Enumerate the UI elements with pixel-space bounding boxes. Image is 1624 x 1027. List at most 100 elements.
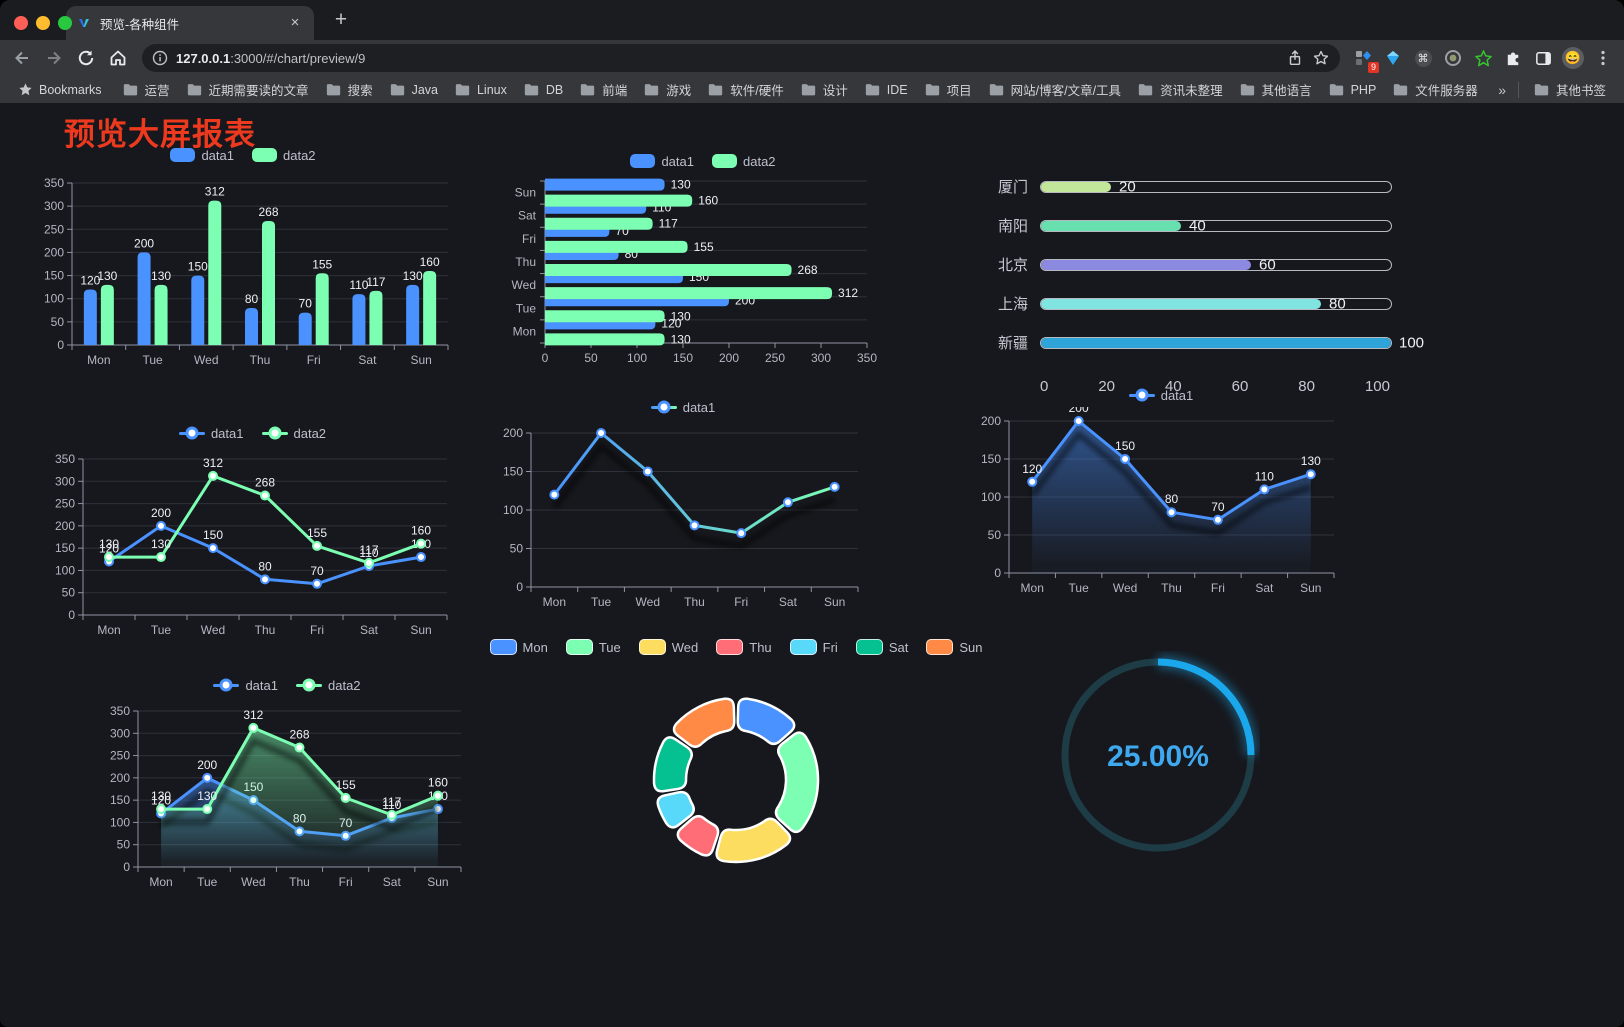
extension-switchy-icon[interactable] [1440, 45, 1466, 71]
extension-gem-icon[interactable] [1380, 45, 1406, 71]
tab-close-button[interactable]: × [290, 14, 300, 31]
bookmark-item[interactable]: PHP [1320, 82, 1385, 97]
legend-item[interactable]: Sun [926, 639, 982, 655]
site-info-icon[interactable] [152, 50, 168, 66]
legend-item[interactable]: data2 [261, 426, 326, 441]
legend-item[interactable]: Sat [855, 639, 908, 655]
url-text[interactable]: 127.0.0.1:3000/#/chart/preview/9 [176, 50, 366, 66]
legend-item[interactable]: data1 [170, 148, 234, 163]
progress-rows: 厦门 20 南阳 40 北京 60 上海 80 新疆 100 0 20 40 60 80 100 [992, 155, 1424, 395]
extension-star-icon[interactable] [1470, 45, 1496, 71]
legend-item[interactable]: data2 [252, 148, 316, 163]
bookmark-item[interactable]: Java [381, 82, 446, 97]
new-tab-button[interactable]: + [334, 8, 348, 31]
bookmark-item[interactable]: 运营 [114, 80, 178, 99]
svg-text:0: 0 [68, 608, 75, 622]
chart-legend: data1 data2 [28, 143, 458, 167]
other-bookmarks-folder[interactable]: 其他书签 [1525, 80, 1614, 99]
bookmark-item[interactable]: Linux [446, 82, 515, 97]
address-bar[interactable]: 127.0.0.1:3000/#/chart/preview/9 [142, 44, 1340, 72]
svg-text:300: 300 [811, 351, 831, 365]
side-panel-button[interactable] [1530, 45, 1556, 71]
bookmark-item[interactable]: 网站/博客/文章/工具 [980, 80, 1129, 99]
progress-track: 100 [1040, 334, 1424, 351]
legend-item[interactable]: data2 [296, 678, 361, 693]
svg-text:155: 155 [694, 240, 714, 254]
legend-item[interactable]: Mon [489, 639, 548, 655]
bookmark-item[interactable]: 前端 [571, 80, 635, 99]
profile-avatar[interactable]: 😄 [1560, 45, 1586, 71]
legend-item[interactable]: Wed [638, 639, 698, 655]
svg-text:Thu: Thu [255, 623, 276, 637]
legend-item[interactable]: data2 [712, 154, 776, 169]
bookmarks-manager[interactable]: Bookmarks [10, 82, 110, 97]
svg-text:Sat: Sat [779, 595, 798, 609]
svg-text:Mon: Mon [1021, 581, 1044, 595]
extension-command-icon[interactable]: ⌘ [1410, 45, 1436, 71]
legend-item[interactable]: Tue [565, 639, 621, 655]
browser-tab[interactable]: 预览-各种组件 × [66, 6, 314, 40]
svg-text:Sun: Sun [410, 623, 431, 637]
forward-button[interactable] [40, 44, 68, 72]
folder-icon [865, 84, 879, 96]
bookmark-item[interactable]: 近期需要读的文章 [178, 80, 317, 99]
legend-item[interactable]: Fri [789, 639, 838, 655]
bookmark-item[interactable]: 项目 [916, 80, 980, 99]
bookmark-list: 运营 近期需要读的文章 搜索 Java Linux DB 前端 游戏 软件/硬件 设计 IDE 项目网… [114, 80, 1489, 99]
folder-icon [1240, 84, 1254, 96]
bookmark-item[interactable]: 文件服务器 [1384, 80, 1486, 99]
svg-text:100: 100 [503, 503, 523, 517]
window-zoom-button[interactable] [58, 16, 72, 30]
bookmark-item[interactable]: 资讯未整理 [1129, 80, 1231, 99]
legend-item[interactable]: data1 [178, 426, 244, 441]
legend-item[interactable]: data1 [630, 154, 694, 169]
bookmark-item[interactable]: 软件/硬件 [699, 80, 791, 99]
window-close-button[interactable] [14, 16, 28, 30]
chart-gauge: 25.00% [1056, 651, 1260, 859]
legend-item[interactable]: data1 [213, 678, 278, 693]
page-title: 预览大屏报表 [64, 117, 256, 152]
svg-text:Tue: Tue [591, 595, 612, 609]
browser-menu-button[interactable] [1590, 45, 1616, 71]
svg-text:130: 130 [151, 269, 171, 283]
tab-favicon [79, 19, 89, 27]
folder-icon [1534, 84, 1549, 96]
svg-text:117: 117 [359, 543, 378, 557]
bookmark-item[interactable]: 搜索 [317, 80, 381, 99]
back-button[interactable] [8, 44, 36, 72]
bookmark-item[interactable]: 设计 [792, 80, 856, 99]
legend-item[interactable]: data1 [650, 400, 715, 415]
reload-button[interactable] [72, 44, 100, 72]
legend-item[interactable]: data1 [1128, 388, 1193, 403]
chart-legend: Mon Tue Wed Thu Fri Sat Sun [489, 635, 982, 659]
svg-text:Wed: Wed [512, 278, 536, 292]
window-minimize-button[interactable] [36, 16, 50, 30]
svg-text:80: 80 [245, 292, 259, 306]
svg-text:250: 250 [110, 749, 130, 763]
bookmark-item[interactable]: 游戏 [635, 80, 699, 99]
other-bookmarks-label: 其他书签 [1555, 84, 1606, 98]
extension-proxy-icon[interactable]: 9 [1350, 45, 1379, 73]
folder-icon [1138, 84, 1153, 96]
bookmark-star-icon[interactable] [1312, 49, 1330, 67]
home-button[interactable] [104, 44, 132, 72]
green-star-icon [1474, 49, 1492, 66]
svg-text:268: 268 [289, 728, 309, 742]
share-icon[interactable] [1286, 49, 1304, 67]
svg-text:110: 110 [382, 798, 401, 812]
bookmark-item[interactable]: IDE [856, 82, 916, 97]
tab-title: 预览-各种组件 [100, 17, 180, 32]
svg-text:200: 200 [134, 236, 154, 250]
svg-text:Thu: Thu [289, 875, 310, 889]
bookmarks-overflow-button[interactable]: » [1498, 81, 1506, 98]
svg-text:25.00%: 25.00% [1107, 740, 1209, 773]
bookmark-item[interactable]: DB [515, 82, 571, 97]
legend-item[interactable]: Thu [716, 639, 772, 655]
bookmark-item[interactable]: 其他语言 [1231, 80, 1320, 99]
progress-value: 20 [1119, 178, 1136, 195]
extensions-menu-button[interactable] [1500, 45, 1526, 71]
gem-icon [1387, 51, 1399, 65]
folder-icon [1329, 84, 1343, 96]
star-filled-icon [19, 83, 32, 96]
